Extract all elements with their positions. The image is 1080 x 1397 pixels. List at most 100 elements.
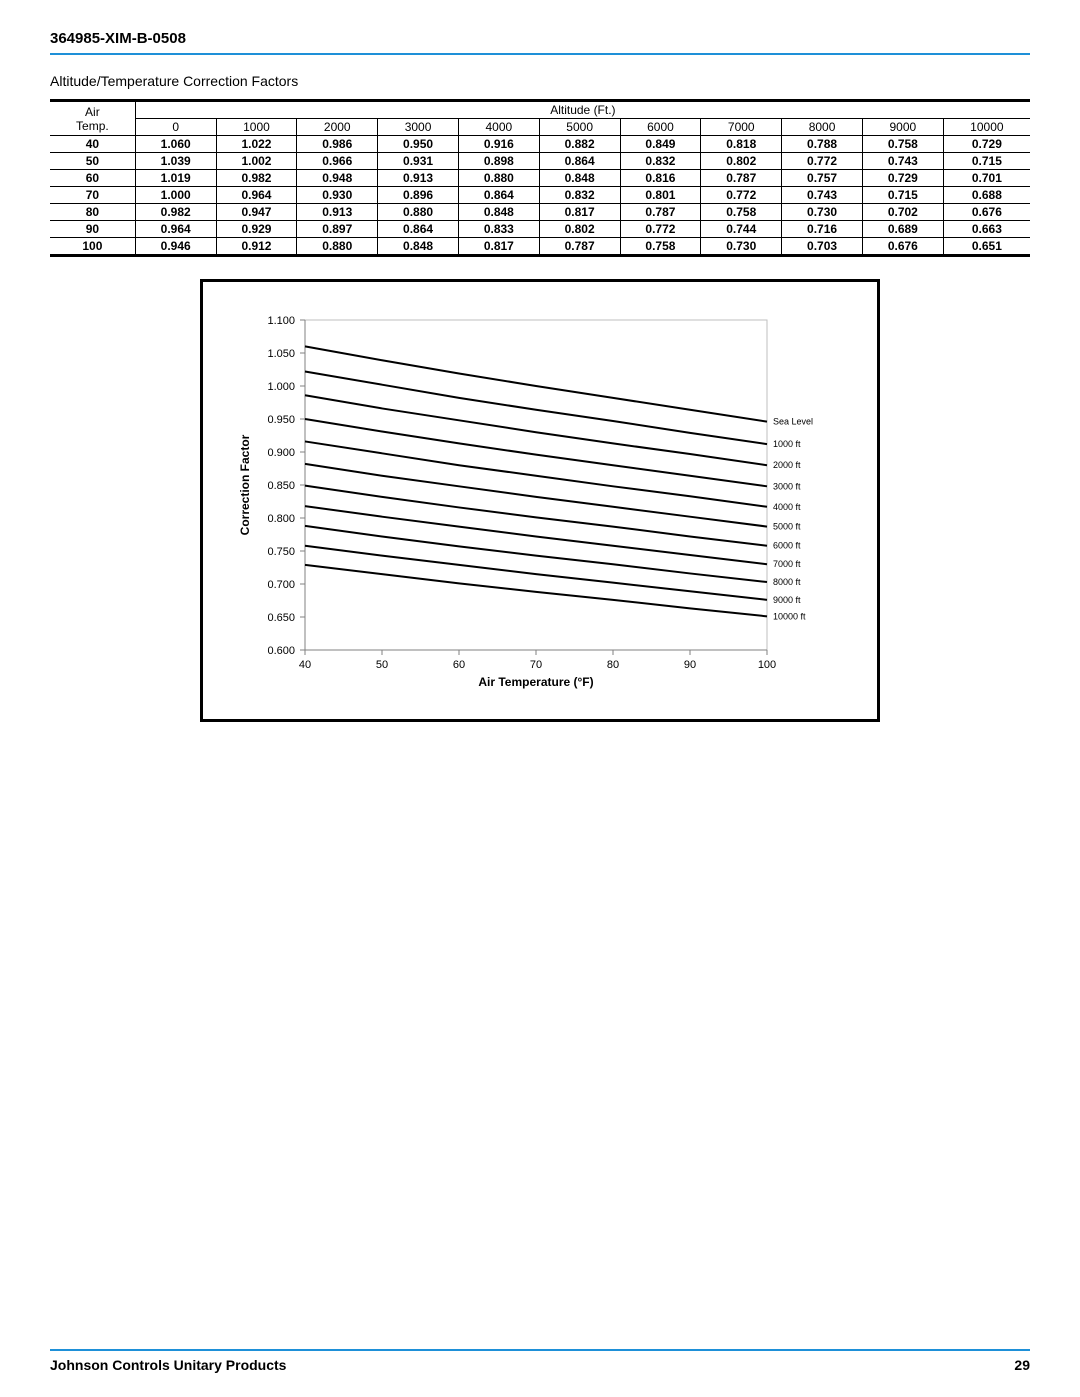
temp-cell: 80 — [50, 204, 135, 221]
row-header-top: Air — [85, 105, 100, 119]
value-cell: 0.787 — [701, 170, 782, 187]
svg-text:1.100: 1.100 — [267, 315, 295, 327]
value-cell: 0.715 — [862, 187, 943, 204]
value-cell: 0.801 — [620, 187, 701, 204]
value-cell: 1.039 — [135, 153, 216, 170]
value-cell: 0.772 — [620, 221, 701, 238]
value-cell: 0.986 — [297, 136, 378, 153]
value-cell: 0.898 — [458, 153, 539, 170]
footer-page-number: 29 — [1014, 1357, 1030, 1373]
temp-cell: 100 — [50, 238, 135, 256]
value-cell: 0.966 — [297, 153, 378, 170]
value-cell: 0.676 — [943, 204, 1030, 221]
value-cell: 0.772 — [782, 153, 863, 170]
altitude-col-header: 7000 — [701, 119, 782, 136]
svg-text:1.000: 1.000 — [267, 381, 295, 393]
table-title: Altitude/Temperature Correction Factors — [50, 73, 1030, 89]
value-cell: 0.676 — [862, 238, 943, 256]
svg-text:80: 80 — [607, 659, 619, 671]
altitude-col-header: 9000 — [862, 119, 943, 136]
row-header-bot: Temp. — [76, 119, 109, 133]
table-row: 1000.9460.9120.8800.8480.8170.7870.7580.… — [50, 238, 1030, 256]
svg-text:1000 ft: 1000 ft — [773, 439, 801, 449]
value-cell: 0.848 — [458, 204, 539, 221]
value-cell: 0.897 — [297, 221, 378, 238]
svg-text:60: 60 — [453, 659, 465, 671]
altitude-col-header: 4000 — [458, 119, 539, 136]
value-cell: 0.743 — [782, 187, 863, 204]
temp-cell: 90 — [50, 221, 135, 238]
svg-text:Sea Level: Sea Level — [773, 417, 813, 427]
value-cell: 0.788 — [782, 136, 863, 153]
value-cell: 0.832 — [539, 187, 620, 204]
value-cell: 1.002 — [216, 153, 297, 170]
value-cell: 0.816 — [620, 170, 701, 187]
value-cell: 0.787 — [620, 204, 701, 221]
value-cell: 0.947 — [216, 204, 297, 221]
value-cell: 0.703 — [782, 238, 863, 256]
table-row: 800.9820.9470.9130.8800.8480.8170.7870.7… — [50, 204, 1030, 221]
svg-text:0.700: 0.700 — [267, 579, 295, 591]
value-cell: 0.964 — [216, 187, 297, 204]
value-cell: 0.882 — [539, 136, 620, 153]
value-cell: 0.948 — [297, 170, 378, 187]
altitude-col-header: 8000 — [782, 119, 863, 136]
svg-text:0.600: 0.600 — [267, 645, 295, 657]
value-cell: 0.864 — [378, 221, 459, 238]
value-cell: 0.913 — [297, 204, 378, 221]
document-id: 364985-XIM-B-0508 — [50, 30, 1030, 47]
value-cell: 0.744 — [701, 221, 782, 238]
svg-text:0.800: 0.800 — [267, 513, 295, 525]
table-row: 401.0601.0220.9860.9500.9160.8820.8490.8… — [50, 136, 1030, 153]
altitude-col-header: 3000 — [378, 119, 459, 136]
svg-text:7000 ft: 7000 ft — [773, 559, 801, 569]
value-cell: 0.833 — [458, 221, 539, 238]
value-cell: 0.849 — [620, 136, 701, 153]
svg-text:40: 40 — [299, 659, 311, 671]
value-cell: 0.715 — [943, 153, 1030, 170]
value-cell: 0.848 — [378, 238, 459, 256]
temp-cell: 70 — [50, 187, 135, 204]
value-cell: 0.688 — [943, 187, 1030, 204]
value-cell: 0.758 — [862, 136, 943, 153]
value-cell: 0.912 — [216, 238, 297, 256]
svg-text:50: 50 — [376, 659, 388, 671]
value-cell: 0.880 — [378, 204, 459, 221]
svg-text:Correction Factor: Correction Factor — [238, 434, 252, 535]
svg-text:2000 ft: 2000 ft — [773, 460, 801, 470]
value-cell: 0.730 — [701, 238, 782, 256]
value-cell: 0.931 — [378, 153, 459, 170]
value-cell: 0.758 — [701, 204, 782, 221]
value-cell: 1.060 — [135, 136, 216, 153]
value-cell: 0.982 — [216, 170, 297, 187]
svg-text:0.650: 0.650 — [267, 612, 295, 624]
value-cell: 0.702 — [862, 204, 943, 221]
table-row: 501.0391.0020.9660.9310.8980.8640.8320.8… — [50, 153, 1030, 170]
value-cell: 0.758 — [620, 238, 701, 256]
svg-text:0.900: 0.900 — [267, 447, 295, 459]
value-cell: 0.787 — [539, 238, 620, 256]
value-cell: 0.880 — [297, 238, 378, 256]
value-cell: 0.916 — [458, 136, 539, 153]
value-cell: 0.701 — [943, 170, 1030, 187]
altitude-col-header: 2000 — [297, 119, 378, 136]
value-cell: 0.818 — [701, 136, 782, 153]
value-cell: 0.913 — [378, 170, 459, 187]
value-cell: 0.896 — [378, 187, 459, 204]
value-cell: 0.982 — [135, 204, 216, 221]
svg-text:6000 ft: 6000 ft — [773, 541, 801, 551]
correction-factors-table: Air Temp. Altitude (Ft.) 010002000300040… — [50, 99, 1030, 257]
svg-text:10000 ft: 10000 ft — [773, 611, 806, 621]
altitude-header: Altitude (Ft.) — [135, 101, 1030, 119]
value-cell: 0.817 — [458, 238, 539, 256]
footer-rule — [50, 1349, 1030, 1351]
svg-text:Air Temperature (°F): Air Temperature (°F) — [478, 675, 593, 689]
value-cell: 0.802 — [539, 221, 620, 238]
table-row: 601.0190.9820.9480.9130.8800.8480.8160.7… — [50, 170, 1030, 187]
temp-cell: 60 — [50, 170, 135, 187]
value-cell: 0.832 — [620, 153, 701, 170]
value-cell: 0.880 — [458, 170, 539, 187]
value-cell: 0.929 — [216, 221, 297, 238]
value-cell: 0.729 — [943, 136, 1030, 153]
value-cell: 0.743 — [862, 153, 943, 170]
